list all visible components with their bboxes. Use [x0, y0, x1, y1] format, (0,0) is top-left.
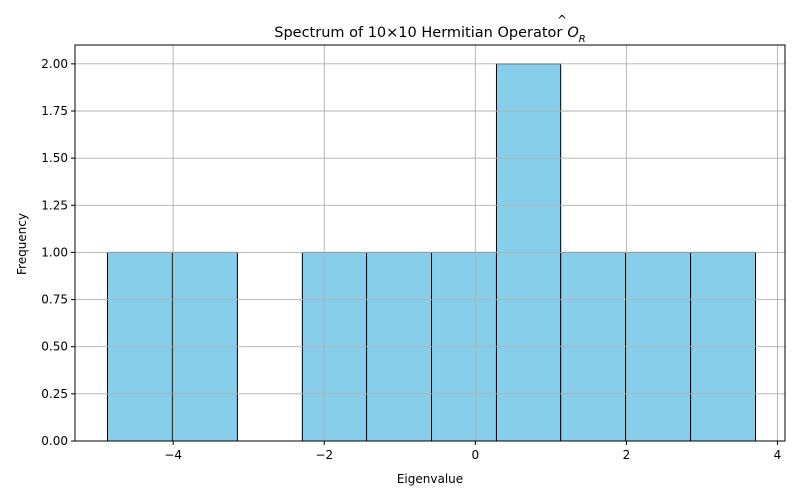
y-axis-label: Frequency — [15, 213, 29, 275]
y-tick-label-3: 0.75 — [41, 293, 68, 307]
x-axis-label: Eigenvalue — [397, 472, 463, 486]
x-tick-label-4: 4 — [774, 448, 782, 462]
axes-frame — [74, 44, 786, 442]
y-tick-label-6: 1.50 — [41, 151, 68, 165]
y-tick-label-2: 0.50 — [41, 340, 68, 354]
x-tick-label-2: 0 — [471, 448, 479, 462]
chart-title-hat: ^ — [557, 13, 567, 27]
chart-title: Spectrum of 10×10 Hermitian Operator OR — [274, 25, 585, 45]
y-tick-label-0: 0.00 — [41, 434, 68, 448]
plot-frame — [74, 44, 786, 442]
y-tick-label-8: 2.00 — [41, 57, 68, 71]
chart-title-text: Spectrum of 10×10 Hermitian Operator — [274, 25, 562, 41]
chart-title-symbol: O — [567, 25, 578, 41]
axis-ticks: −4 −2 0 2 4 0.00 0.25 0.50 0.75 1.00 1.25 1.50 1.75 2… — [41, 57, 781, 462]
y-tick-label-7: 1.75 — [41, 104, 68, 118]
x-tick-label-1: −2 — [315, 448, 333, 462]
y-tick-label-1: 0.25 — [41, 387, 68, 401]
chart-title-subscript: R — [579, 34, 586, 45]
x-tick-label-0: −4 — [164, 448, 182, 462]
x-tick-label-3: 2 — [623, 448, 631, 462]
y-tick-label-4: 1.00 — [41, 245, 68, 259]
y-tick-label-5: 1.25 — [41, 198, 68, 212]
axis-labels: Spectrum of 10×10 Hermitian Operator OR ^… — [15, 13, 586, 486]
